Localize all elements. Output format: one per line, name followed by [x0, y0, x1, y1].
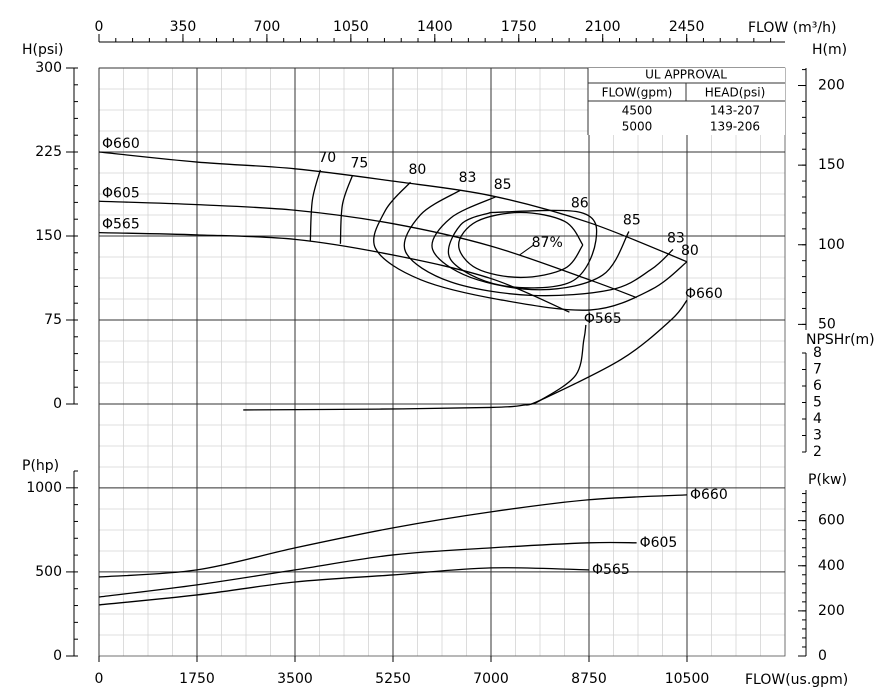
- y3-tick-label: 6: [813, 378, 822, 394]
- p-tick-label: 0: [53, 648, 62, 664]
- curve-label: Φ605: [640, 535, 678, 551]
- npsh-label: Φ660: [685, 286, 723, 302]
- efficiency-label: 87%: [532, 235, 563, 251]
- ul-table: UL APPROVAL FLOW(gpm) HEAD(psi) 4500 143…: [587, 68, 785, 135]
- x2-tick-label: 1400: [417, 19, 453, 35]
- y2-tick-label: 200: [818, 78, 845, 94]
- x2-axis-label: FLOW (m³/h): [748, 20, 836, 36]
- curve-label: Φ565: [592, 562, 630, 578]
- y-tick-label: 225: [35, 144, 62, 160]
- y3-tick-label: 2: [813, 444, 822, 460]
- p-tick-label: 500: [35, 564, 62, 580]
- y3-tick-label: 3: [813, 428, 822, 444]
- kw-tick-label: 400: [818, 558, 845, 574]
- table-cell: 139-206: [710, 120, 760, 134]
- x-tick-label: 3500: [277, 671, 313, 687]
- efficiency-curve: [403, 189, 674, 297]
- y3-tick-label: 8: [813, 345, 822, 361]
- kw-tick-label: 200: [818, 603, 845, 619]
- performance-curve: [98, 494, 688, 578]
- x-tick-label: 10500: [665, 671, 710, 687]
- efficiency-label: 85: [623, 213, 641, 229]
- efficiency-label: 83: [459, 170, 477, 186]
- y3-tick-label: 5: [813, 395, 822, 411]
- performance-curve: [98, 541, 637, 598]
- efficiency-label: 70: [318, 150, 336, 166]
- efficiency-pointer: [519, 244, 534, 256]
- table-cell: 143-207: [710, 104, 760, 118]
- efficiency-label: 80: [681, 243, 699, 259]
- x2-tick-label: 350: [170, 19, 197, 35]
- performance-curve: [98, 231, 570, 313]
- marks: [98, 151, 688, 606]
- y3-tick-label: 4: [813, 411, 822, 427]
- efficiency-label: 86: [571, 195, 589, 211]
- performance-curve: [98, 200, 637, 299]
- y2-tick-label: 100: [818, 237, 845, 253]
- npsh-label: Φ565: [584, 311, 622, 327]
- grid: [98, 67, 786, 657]
- x-tick-label: 8750: [571, 671, 607, 687]
- power-axis-label: P(hp): [22, 458, 59, 474]
- y-axis-label: H(psi): [22, 42, 64, 58]
- efficiency-curve: [431, 196, 630, 291]
- y2-tick-label: 150: [818, 157, 845, 173]
- table-cell: 5000: [622, 120, 653, 134]
- x2-tick-label: 2100: [585, 19, 621, 35]
- table-header: HEAD(psi): [705, 86, 766, 100]
- efficiency-curve: [339, 175, 354, 244]
- kw-tick-label: 600: [818, 513, 845, 529]
- efficiency-curve: [447, 209, 598, 289]
- x2-tick-label: 1750: [501, 19, 537, 35]
- table-title: UL APPROVAL: [645, 68, 727, 82]
- curve-label: Φ565: [102, 217, 140, 233]
- npsh-curve: [524, 299, 688, 406]
- x-axis-label: FLOW(us.gpm): [745, 672, 848, 688]
- table-header: FLOW(gpm): [602, 86, 673, 100]
- table-cell: 4500: [622, 104, 653, 118]
- efficiency-curve: [373, 181, 688, 311]
- curve-label: Φ660: [102, 136, 140, 152]
- x-tick-label: 1750: [179, 671, 215, 687]
- x2-tick-label: 1050: [333, 19, 369, 35]
- npsh-axis-label: NPSHr(m): [806, 332, 874, 348]
- curve-label: Φ660: [690, 487, 728, 503]
- power-kw-axis-label: P(kw): [808, 472, 847, 488]
- p-tick-label: 1000: [26, 480, 62, 496]
- kw-tick-label: 0: [818, 648, 827, 664]
- y-tick-label: 150: [35, 228, 62, 244]
- efficiency-label: 83: [667, 230, 685, 246]
- y-tick-label: 75: [44, 312, 62, 328]
- performance-curve: [98, 151, 688, 263]
- x2-tick-label: 700: [254, 19, 281, 35]
- performance-curve: [98, 567, 590, 606]
- x2-tick-label: 0: [95, 19, 104, 35]
- y3-tick-label: 7: [813, 362, 822, 378]
- x2-tick-label: 2450: [669, 19, 705, 35]
- efficiency-label: 85: [494, 177, 512, 193]
- efficiency-label: 75: [350, 156, 368, 172]
- x-tick-label: 0: [95, 671, 104, 687]
- y-tick-label: 300: [35, 60, 62, 76]
- curve-label: Φ605: [102, 185, 140, 201]
- efficiency-curve: [309, 169, 321, 241]
- y2-tick-label: 50: [818, 316, 836, 332]
- efficiency-label: 80: [409, 162, 427, 178]
- x-tick-label: 7000: [473, 671, 509, 687]
- x-tick-label: 5250: [375, 671, 411, 687]
- y2-axis-label: H(m): [812, 42, 847, 58]
- efficiency-curve: [457, 211, 584, 279]
- y-tick-label: 0: [53, 396, 62, 412]
